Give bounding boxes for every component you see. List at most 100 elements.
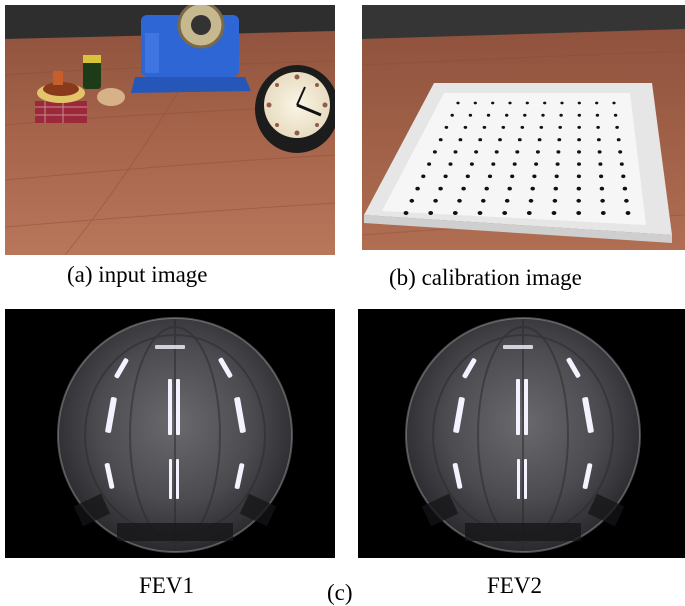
calibration-dot (510, 174, 515, 179)
caption-fev2: FEV2 (487, 573, 542, 598)
calibration-dot (403, 211, 409, 215)
calibration-dot (553, 186, 558, 191)
calibration-dot (501, 125, 506, 129)
calibration-dot (481, 198, 486, 203)
calibration-dot (502, 211, 508, 215)
calibration-dot (530, 186, 535, 191)
calibration-dot (535, 150, 540, 154)
calibration-dot (461, 186, 466, 191)
calibration-dot (576, 186, 581, 191)
calibration-dot (428, 211, 434, 215)
calibration-dot (469, 162, 474, 166)
calibration-dot (577, 162, 581, 166)
calibration-dot (600, 198, 605, 203)
calibration-dot (427, 162, 432, 166)
calibration-dot (532, 174, 537, 179)
calibration-dot (450, 113, 454, 117)
fev2-fisheye-image (358, 309, 685, 558)
calibration-dot (577, 125, 581, 129)
calibration-dot (484, 186, 489, 191)
calibration-dot (456, 101, 460, 105)
calibration-dot (421, 174, 426, 179)
calibration-dot (577, 101, 581, 105)
calibration-dot (512, 162, 517, 166)
calibration-dot (478, 138, 483, 142)
tape-dispenser (131, 5, 251, 93)
calibration-dot (555, 162, 560, 166)
caption-b: (b) calibration image (389, 265, 582, 290)
calibration-dot (559, 113, 563, 117)
calibration-dot (543, 101, 547, 105)
input-image-photo (5, 5, 335, 255)
calibration-dot (537, 138, 542, 142)
calibration-dot (444, 125, 449, 129)
calibration-dot (526, 211, 532, 215)
calibration-dot (615, 125, 619, 129)
calibration-dot (612, 101, 616, 105)
calibration-dot (618, 150, 623, 154)
calibration-dot (453, 150, 458, 154)
calibration-dot (576, 211, 582, 215)
calibration-dot (468, 113, 473, 117)
toy-food-plate (35, 55, 125, 123)
calibration-dot (625, 211, 631, 215)
calibration-dot (557, 138, 562, 142)
calibration-dot (576, 198, 581, 203)
calibration-dot (498, 138, 502, 142)
calibration-dot (577, 138, 581, 142)
calibration-dot (491, 162, 496, 166)
calibration-dot (486, 113, 491, 117)
calibration-dot (621, 174, 626, 179)
calibration-dot (595, 113, 600, 117)
calibration-dot (458, 138, 463, 142)
fev1-fisheye-image (5, 309, 335, 558)
calibration-dot (457, 198, 462, 203)
calibration-dot (597, 150, 602, 154)
calibration-dot (613, 113, 618, 117)
calibration-dot (597, 138, 601, 142)
calibration-dot (494, 150, 499, 154)
calibration-dot (474, 150, 479, 154)
calibration-dot (433, 198, 438, 203)
calibration-dot (507, 186, 512, 191)
calibration-dot (576, 174, 581, 179)
calibration-dot (556, 150, 561, 154)
calibration-dot (415, 186, 420, 191)
calibration-dot (624, 198, 629, 203)
calibration-dot (619, 162, 624, 166)
calibration-dot (504, 198, 510, 203)
calibration-dot (599, 186, 605, 191)
calibration-dot (515, 150, 520, 154)
calibration-dot (541, 113, 545, 117)
calibration-dot (473, 101, 477, 105)
calibration-dot (552, 198, 558, 203)
calibration-dot (599, 174, 604, 179)
calibration-dot (438, 186, 443, 191)
calibration-image-photo (362, 5, 685, 250)
calibration-dot (616, 138, 621, 142)
alarm-clock (255, 65, 335, 153)
calibration-dot (600, 211, 606, 215)
calibration-dot (554, 174, 559, 179)
calibration-dot (452, 211, 458, 215)
calibration-dot (482, 125, 487, 129)
calibration-dot (525, 101, 529, 105)
calibration-dot (463, 125, 468, 129)
calibration-dot (577, 150, 581, 154)
calibration-dot (432, 150, 437, 154)
calibration-board (364, 83, 672, 243)
calibration-dot (448, 162, 453, 166)
calibration-dot (487, 174, 493, 179)
calibration-dot (523, 113, 527, 117)
calibration-dot (596, 125, 600, 129)
caption-fev1: FEV1 (139, 573, 194, 598)
caption-a: (a) input image (67, 262, 208, 287)
calibration-dot (520, 125, 525, 129)
calibration-dot (438, 138, 443, 142)
calibration-dot (558, 125, 562, 129)
calibration-dot (443, 174, 448, 179)
caption-c: (c) (327, 580, 353, 605)
calibration-dot (598, 162, 603, 166)
calibration-dot (505, 113, 509, 117)
calibration-dot (622, 186, 628, 191)
